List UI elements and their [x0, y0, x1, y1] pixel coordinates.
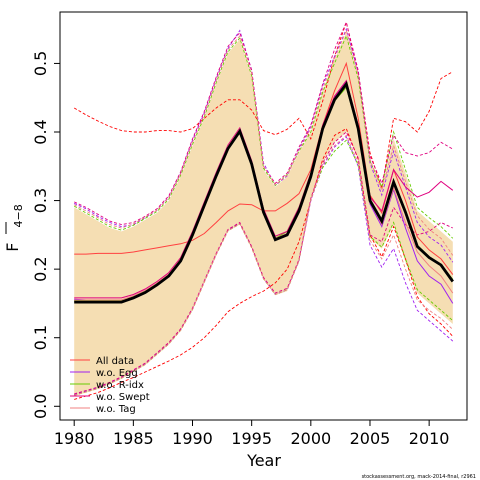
- interval-upper-line-2: [73, 34, 454, 239]
- y-axis-label-main: F: [3, 243, 22, 252]
- x-tick-label: 1990: [172, 429, 213, 448]
- x-axis: 1980 1985 1990 1995 2000 2005 2010: [54, 420, 450, 448]
- plot-frame: [59, 11, 468, 421]
- y-tick-label: 0.1: [31, 325, 50, 350]
- legend-label: w.o. Egg: [96, 368, 138, 379]
- y-tick-label: 0.3: [31, 188, 50, 213]
- x-tick-label: 1995: [231, 429, 272, 448]
- x-tick-label: 2000: [290, 429, 331, 448]
- y-tick-label: 0.2: [31, 256, 50, 281]
- footer-credit: stockassessment.org, mack-2014-final, r2…: [362, 474, 476, 480]
- x-tick-label: 2005: [350, 429, 391, 448]
- y-axis-label-sub: 4−8: [12, 204, 25, 227]
- interval-lower-line-0: [74, 127, 454, 400]
- legend-label: All data: [96, 356, 134, 367]
- y-tick-label: 0.4: [31, 119, 50, 144]
- x-tick-label: 1985: [113, 429, 154, 448]
- interval-upper-line-0: [73, 20, 454, 189]
- interval-lines: [73, 20, 454, 400]
- legend-label: w.o. Swept: [96, 392, 150, 403]
- interval-lower-line-3: [74, 131, 453, 395]
- interval-lower-line-4: [74, 134, 454, 396]
- interval-upper-line-3: [74, 20, 454, 226]
- baseline-series-line: [74, 80, 454, 304]
- legend-label: w.o. Tag: [96, 404, 136, 415]
- y-tick-label: 0.0: [31, 394, 50, 419]
- y-tick-label: 0.5: [31, 51, 50, 76]
- y-axis-label: F 4−8: [3, 204, 25, 252]
- x-tick-label: 1980: [54, 429, 95, 448]
- baseline-line: [74, 80, 454, 304]
- x-axis-label: Year: [246, 451, 281, 470]
- legend-label: w.o. R-idx: [96, 380, 144, 391]
- svg-text:F 4−8: F 4−8: [3, 204, 25, 252]
- interval-upper-line-4: [73, 29, 454, 256]
- x-tick-label: 2010: [409, 429, 450, 448]
- y-axis: 0.0 0.1 0.2 0.3 0.4 0.5: [31, 51, 60, 419]
